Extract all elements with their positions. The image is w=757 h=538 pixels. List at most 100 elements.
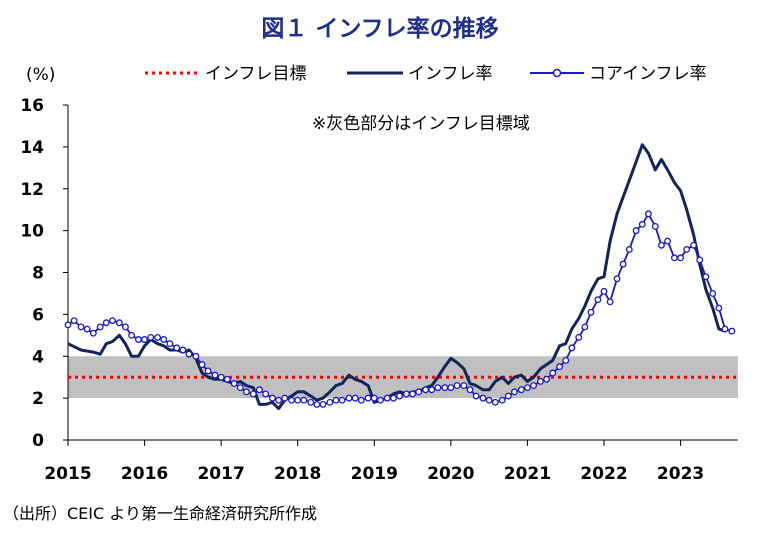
core-inflation-point bbox=[141, 336, 149, 343]
core-inflation-point bbox=[510, 388, 518, 396]
core-inflation-point bbox=[402, 390, 410, 398]
core-inflation-point bbox=[702, 273, 710, 281]
y-tick-label: 8 bbox=[32, 264, 44, 284]
x-tick-label: 2023 bbox=[657, 464, 704, 484]
legend-core-label: コアインフレ率 bbox=[589, 64, 707, 84]
core-inflation-point bbox=[441, 384, 449, 392]
core-inflation-point bbox=[230, 380, 238, 387]
core-inflation-point bbox=[568, 344, 576, 352]
core-inflation-point bbox=[536, 377, 544, 385]
core-inflation-point bbox=[415, 388, 423, 396]
core-inflation-point bbox=[709, 289, 717, 297]
core-inflation-point bbox=[223, 375, 231, 383]
core-inflation-point bbox=[549, 369, 557, 377]
core-inflation-point bbox=[376, 396, 384, 404]
core-inflation-point bbox=[319, 400, 327, 408]
x-tick-label: 2022 bbox=[580, 464, 627, 484]
core-inflation-point bbox=[491, 398, 499, 406]
core-inflation-point bbox=[268, 394, 276, 402]
core-inflation-point bbox=[242, 388, 250, 396]
core-inflation-point bbox=[434, 384, 442, 392]
core-inflation-point bbox=[281, 394, 289, 402]
core-inflation-point bbox=[160, 336, 168, 343]
y-axis-unit-label: (%) bbox=[26, 65, 55, 85]
core-inflation-point bbox=[102, 319, 110, 327]
core-inflation-point bbox=[504, 392, 512, 400]
core-inflation-point bbox=[70, 317, 78, 325]
core-inflation-point bbox=[185, 350, 193, 358]
core-inflation-point bbox=[517, 386, 525, 394]
y-tick-label: 10 bbox=[20, 222, 44, 242]
core-inflation-point bbox=[543, 375, 551, 383]
core-inflation-point bbox=[300, 396, 308, 404]
chart-note: ※灰色部分はインフレ目標域 bbox=[312, 114, 530, 134]
core-inflation-point bbox=[389, 394, 397, 402]
core-inflation-point bbox=[332, 396, 340, 404]
x-tick-label: 2016 bbox=[121, 464, 168, 484]
core-inflation-point bbox=[147, 333, 155, 341]
core-inflation-point bbox=[625, 246, 633, 253]
y-tick-label: 4 bbox=[32, 347, 44, 367]
core-inflation-point bbox=[651, 222, 659, 230]
core-inflation-point bbox=[294, 396, 302, 404]
source-note: （出所）CEIC より第一生命経済研究所作成 bbox=[3, 504, 317, 523]
series-inflation-line bbox=[67, 143, 726, 411]
plot-area: 0 2 4 6 8 10 12 14 16 2015 2016 2017 2018 2019 2020 202… bbox=[20, 96, 738, 484]
core-inflation-point bbox=[715, 304, 723, 312]
core-inflation-point bbox=[179, 346, 187, 354]
core-inflation-point bbox=[428, 386, 436, 394]
core-inflation-point bbox=[154, 333, 162, 341]
core-inflation-point bbox=[409, 390, 417, 398]
core-inflation-point bbox=[370, 394, 378, 402]
core-inflation-point bbox=[530, 382, 538, 390]
core-inflation-point bbox=[166, 340, 174, 348]
x-tick-label: 2015 bbox=[44, 464, 91, 484]
y-tick-label: 16 bbox=[20, 96, 44, 116]
core-inflation-point bbox=[364, 394, 372, 402]
core-inflation-point bbox=[262, 390, 270, 398]
x-tick-label: 2019 bbox=[351, 464, 398, 484]
core-inflation-point bbox=[121, 323, 129, 331]
core-inflation-point bbox=[644, 210, 652, 218]
y-tick-label: 14 bbox=[20, 138, 44, 158]
core-inflation-point bbox=[664, 237, 672, 245]
core-inflation-point bbox=[255, 386, 263, 394]
core-inflation-point bbox=[556, 363, 564, 371]
core-inflation-point bbox=[108, 317, 116, 325]
x-tick-label: 2021 bbox=[504, 464, 551, 484]
core-inflation-point bbox=[587, 308, 595, 316]
core-inflation-point bbox=[498, 396, 506, 404]
core-inflation-point bbox=[466, 386, 474, 394]
core-inflation-point bbox=[657, 241, 665, 249]
core-inflation-point bbox=[249, 390, 257, 398]
core-inflation-point bbox=[275, 396, 283, 404]
core-inflation-point bbox=[211, 371, 219, 379]
core-inflation-point bbox=[523, 384, 531, 392]
y-tick-label: 12 bbox=[20, 180, 44, 200]
core-inflation-point bbox=[638, 220, 646, 228]
x-tick-label: 2018 bbox=[274, 464, 321, 484]
core-inflation-point bbox=[606, 298, 614, 306]
core-inflation-point bbox=[173, 344, 181, 352]
core-inflation-point bbox=[600, 287, 608, 295]
core-inflation-point bbox=[89, 329, 97, 337]
core-inflation-point bbox=[326, 398, 334, 406]
y-tick-label: 0 bbox=[32, 431, 44, 451]
core-inflation-point bbox=[613, 275, 621, 283]
target-band bbox=[68, 356, 738, 399]
core-inflation-point bbox=[562, 356, 570, 364]
core-inflation-point bbox=[670, 254, 678, 262]
core-inflation-point bbox=[288, 396, 296, 404]
core-inflation-point bbox=[581, 323, 589, 331]
core-inflation-point bbox=[198, 361, 206, 369]
core-inflation-point bbox=[128, 331, 136, 339]
core-inflation-point bbox=[690, 241, 698, 249]
core-inflation-point bbox=[453, 382, 461, 390]
core-inflation-point bbox=[217, 373, 225, 381]
core-inflation-point bbox=[236, 384, 244, 392]
core-inflation-point bbox=[619, 260, 627, 268]
core-inflation-point bbox=[696, 256, 704, 264]
legend-inflation-label: インフレ率 bbox=[408, 64, 493, 84]
core-inflation-point bbox=[83, 325, 91, 333]
